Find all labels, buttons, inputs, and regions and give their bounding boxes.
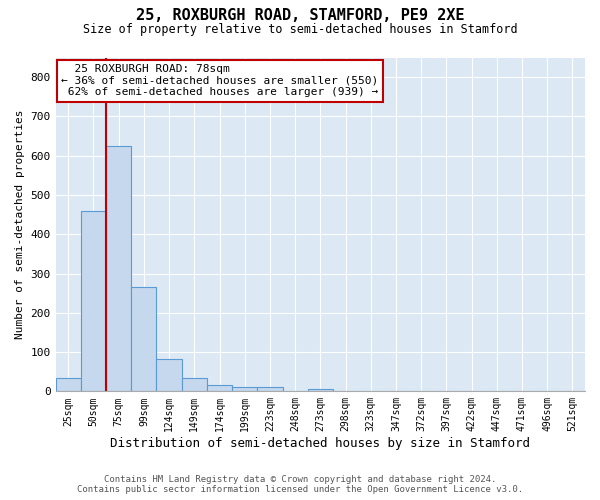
Text: Size of property relative to semi-detached houses in Stamford: Size of property relative to semi-detach… <box>83 22 517 36</box>
Bar <box>257 388 283 392</box>
Y-axis label: Number of semi-detached properties: Number of semi-detached properties <box>15 110 25 339</box>
Text: 25 ROXBURGH ROAD: 78sqm
← 36% of semi-detached houses are smaller (550)
 62% of : 25 ROXBURGH ROAD: 78sqm ← 36% of semi-de… <box>61 64 378 98</box>
Bar <box>207 386 232 392</box>
Bar <box>81 210 106 392</box>
Bar <box>232 388 257 392</box>
Text: 25, ROXBURGH ROAD, STAMFORD, PE9 2XE: 25, ROXBURGH ROAD, STAMFORD, PE9 2XE <box>136 8 464 22</box>
Bar <box>182 378 207 392</box>
Bar <box>157 359 182 392</box>
Bar <box>131 288 157 392</box>
X-axis label: Distribution of semi-detached houses by size in Stamford: Distribution of semi-detached houses by … <box>110 437 530 450</box>
Bar <box>56 378 81 392</box>
Text: Contains HM Land Registry data © Crown copyright and database right 2024.
Contai: Contains HM Land Registry data © Crown c… <box>77 474 523 494</box>
Bar <box>308 389 333 392</box>
Bar <box>106 146 131 392</box>
